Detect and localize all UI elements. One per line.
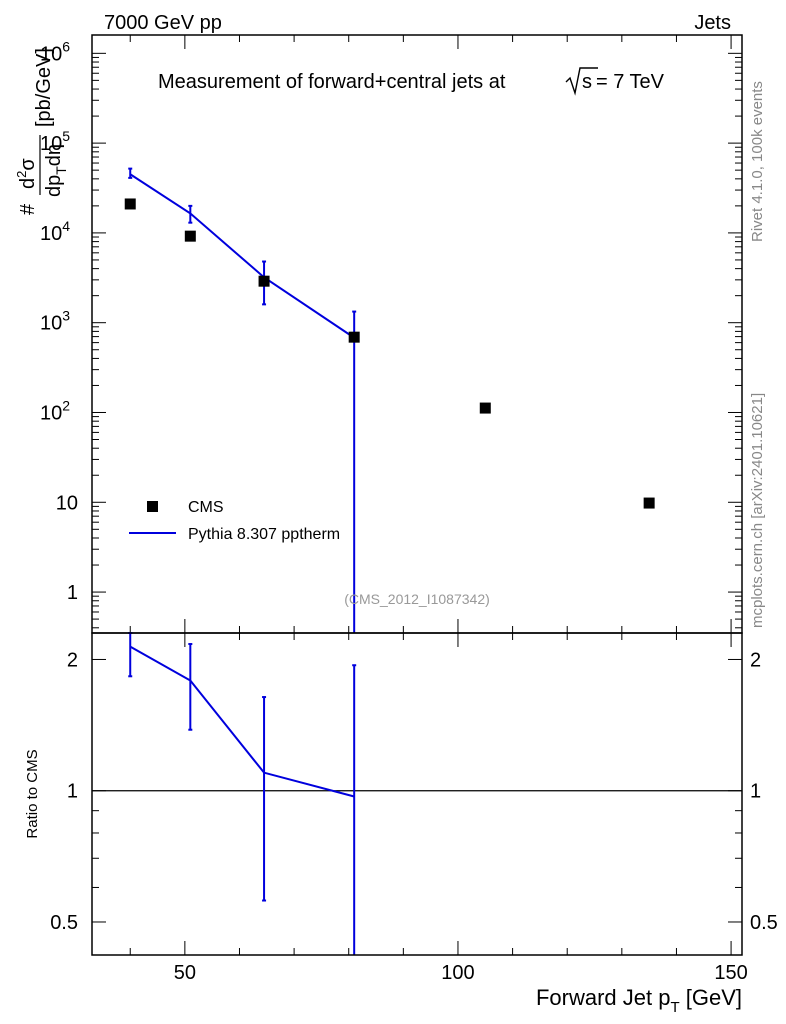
- cms-data-point: [643, 497, 655, 509]
- ratio-panel: 0.5 0.5 1 1 2 2 50 100 150 Ratio to CMS Forward …: [24, 632, 778, 1016]
- legend-cms-label: CMS: [188, 499, 224, 516]
- mc-line: [129, 173, 355, 339]
- y-tick-label: 105: [40, 128, 70, 155]
- cms-data-point: [348, 331, 360, 343]
- main-panel: 1 10 102 103 104 105 106 Measurement of forwar…: [14, 34, 743, 634]
- ratio-y-tick-label-right: 2: [750, 649, 761, 671]
- chart-title-sqrt: s: [582, 71, 592, 93]
- header-left: 7000 GeV pp: [104, 12, 222, 34]
- chart-title-main: Measurement of forward+central jets at: [158, 71, 506, 93]
- main-frame: [91, 34, 743, 634]
- ratio-frame: [91, 632, 743, 956]
- mcplots-label: mcplots.cern.ch [arXiv:2401.10621]: [749, 393, 766, 628]
- cms-data-point: [184, 230, 196, 242]
- main-series: [124, 167, 655, 633]
- chart-title: Measurement of forward+central jets at: [158, 71, 506, 93]
- sqrt-symbol: [565, 67, 598, 96]
- ratio-y-tick-label-right: 0.5: [750, 912, 778, 934]
- main-tick-labels: 1 10 102 103 104 105 106: [40, 38, 78, 604]
- x-axis-label: Forward Jet pT [GeV]: [536, 985, 742, 1016]
- ratio-line: [129, 645, 355, 798]
- ratio-tick-labels: 0.5 0.5 1 1 2 2 50 100 150: [50, 649, 778, 984]
- ratio-y-tick-label-left: 2: [67, 649, 78, 671]
- rivet-label: Rivet 4.1.0, 100k events: [749, 81, 766, 242]
- y-label-den: dpTdη: [43, 144, 69, 197]
- cms-data-point: [479, 402, 491, 414]
- cms-data-point: [258, 275, 270, 287]
- y-label-unit: [pb/GeV]: [33, 48, 55, 127]
- y-tick-label: 102: [40, 397, 70, 424]
- x-tick-label: 100: [441, 962, 474, 984]
- y-axis-label: # d2σ dpTdη [pb/GeV]: [14, 48, 69, 215]
- x-tick-label: 50: [174, 962, 196, 984]
- legend-mc-label: Pythia 8.307 pptherm: [188, 526, 340, 543]
- y-tick-label: 1: [67, 582, 78, 604]
- ratio-y-label: Ratio to CMS: [24, 749, 41, 838]
- ratio-y-tick-label-right: 1: [750, 781, 761, 803]
- main-ticks: [92, 35, 742, 633]
- y-tick-label: 10: [56, 492, 78, 514]
- x-tick-label: 150: [714, 962, 747, 984]
- y-tick-label: 106: [40, 38, 70, 65]
- y-tick-label: 103: [40, 308, 70, 335]
- ratio-series: [128, 632, 357, 955]
- ratio-y-tick-label-left: 0.5: [50, 912, 78, 934]
- y-label-prefix: #: [17, 203, 39, 215]
- legend: CMS Pythia 8.307 pptherm: [129, 499, 340, 543]
- y-tick-label: 104: [40, 218, 70, 245]
- legend-cms-marker: [147, 501, 158, 512]
- analysis-watermark: (CMS_2012_I1087342): [344, 591, 490, 607]
- y-label-num: d2σ: [14, 158, 39, 189]
- cms-data-point: [124, 198, 136, 210]
- ratio-y-tick-label-left: 1: [67, 781, 78, 803]
- chart-title-suffix: = 7 TeV: [596, 71, 665, 93]
- header-right: Jets: [694, 12, 731, 34]
